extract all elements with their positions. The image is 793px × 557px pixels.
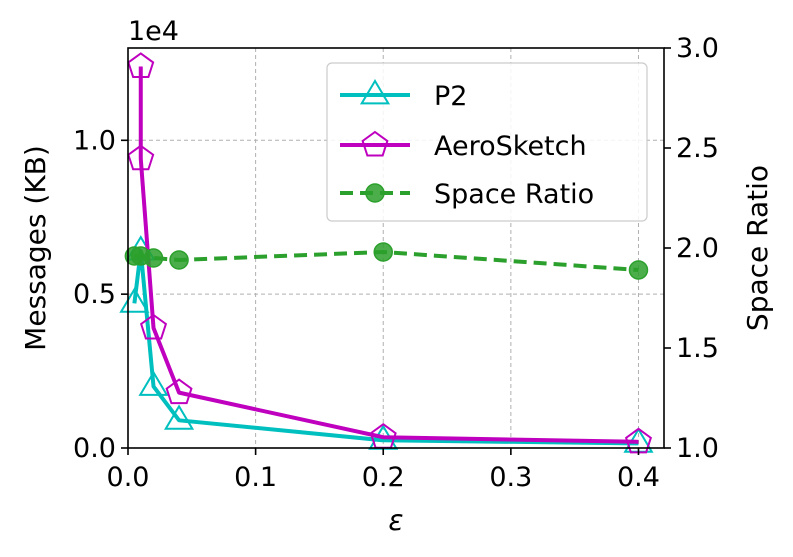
- legend-marker: [359, 79, 391, 105]
- y-tick-label: 0.0: [73, 433, 116, 464]
- space-ratio-point: [373, 242, 393, 262]
- aerosketch-point: [139, 313, 168, 340]
- p2-point: [138, 370, 169, 396]
- series-layer: [119, 52, 654, 454]
- y-offset-text: 1e4: [128, 16, 179, 47]
- x-axis: 0.0 0.1 0.2 0.3 0.4: [107, 448, 660, 493]
- x-tick-label: 0.0: [107, 462, 150, 493]
- y-axis-label: Messages (KB): [19, 145, 52, 351]
- series-p2: [119, 235, 654, 453]
- aerosketch-line: [138, 66, 639, 444]
- aerosketch-point: [127, 144, 155, 171]
- y2-tick-label: 1.5: [676, 333, 719, 364]
- y-tick-label: 1.0: [73, 125, 116, 156]
- x-tick-label: 0.4: [617, 462, 660, 493]
- legend-label: AeroSketch: [434, 131, 587, 162]
- y-axis-right: 1.0 1.5 2.0 2.5 3.0: [664, 33, 719, 464]
- x-tick-label: 0.2: [362, 462, 405, 493]
- y-tick-label: 0.5: [73, 279, 116, 310]
- y2-tick-label: 1.0: [676, 433, 719, 464]
- y2-tick-label: 2.5: [676, 133, 719, 164]
- p2-line: [132, 249, 639, 446]
- space-ratio-point: [143, 248, 164, 268]
- series-space-ratio: [124, 242, 649, 280]
- legend-item-aerosketch: AeroSketch: [340, 130, 587, 162]
- legend-marker: [365, 183, 385, 203]
- y-axis-left: 0.0 0.5 1.0: [73, 125, 128, 464]
- x-tick-label: 0.1: [234, 462, 277, 493]
- aerosketch-point: [127, 52, 155, 78]
- legend-marker: [361, 130, 389, 157]
- legend-label: P2: [434, 81, 467, 112]
- legend-label: Space Ratio: [434, 179, 594, 210]
- p2-point: [163, 404, 195, 430]
- x-axis-label: ε: [388, 504, 403, 537]
- legend: P2 AeroSketch Space Ratio: [326, 62, 648, 222]
- legend-item-p2: P2: [340, 79, 467, 112]
- aerosketch-point: [165, 378, 193, 405]
- y2-tick-label: 2.0: [676, 233, 719, 264]
- legend-item-space-ratio: Space Ratio: [340, 179, 594, 210]
- legend-box: [326, 62, 648, 222]
- y2-axis-label: Space Ratio: [741, 165, 774, 331]
- series-aerosketch: [127, 52, 653, 454]
- space-ratio-point: [628, 260, 649, 280]
- y2-tick-label: 3.0: [676, 33, 719, 64]
- x-tick-label: 0.3: [489, 462, 532, 493]
- space-ratio-point: [169, 250, 189, 270]
